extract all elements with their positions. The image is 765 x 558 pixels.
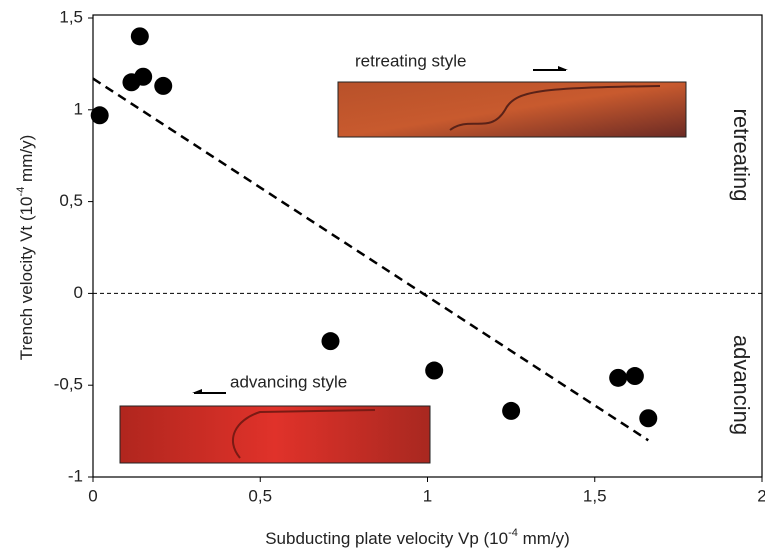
y-tick-label: 0 xyxy=(74,283,83,302)
point xyxy=(131,27,149,45)
annotation: advancing style xyxy=(230,372,347,391)
region-label: advancing xyxy=(729,335,754,435)
x-tick-label: 1 xyxy=(423,486,432,505)
axis-label-part: Subducting plate velocity Vp (10 xyxy=(265,529,508,548)
point xyxy=(134,68,152,86)
axis-label-part: mm/y) xyxy=(17,135,36,187)
point xyxy=(639,409,657,427)
y-tick-label: -0,5 xyxy=(54,375,83,394)
y-tick-label: 0,5 xyxy=(59,191,83,210)
x-tick-label: 0,5 xyxy=(248,486,272,505)
advancing-photo xyxy=(120,406,430,463)
y-tick-label: -1 xyxy=(68,466,83,485)
annotation: retreating style xyxy=(355,51,467,70)
arrow-head xyxy=(558,66,568,70)
chart: retreating style advancing style retreat… xyxy=(0,0,765,558)
point xyxy=(626,367,644,385)
axis-label-part: Trench velocity Vt (10 xyxy=(17,196,36,360)
axis-label: Trench velocity Vt (10-4 mm/y) xyxy=(15,135,37,361)
axis-label-part: -4 xyxy=(508,527,518,539)
x-tick-label: 2 xyxy=(757,486,765,505)
point xyxy=(502,402,520,420)
x-tick-label: 1,5 xyxy=(583,486,607,505)
axis-label-part: mm/y) xyxy=(518,529,570,548)
point xyxy=(609,369,627,387)
point xyxy=(154,77,172,95)
point xyxy=(321,332,339,350)
y-tick-label: 1 xyxy=(74,99,83,118)
y-tick-label: 1,5 xyxy=(59,7,83,26)
point xyxy=(425,362,443,380)
axis-label: Subducting plate velocity Vp (10-4 mm/y) xyxy=(265,527,570,549)
x-tick-label: 0 xyxy=(88,486,97,505)
region-label: retreating xyxy=(729,109,754,202)
axis-label-part: -4 xyxy=(15,187,27,197)
point xyxy=(91,106,109,124)
retreating-photo xyxy=(338,82,686,137)
arrow-head xyxy=(192,389,202,393)
